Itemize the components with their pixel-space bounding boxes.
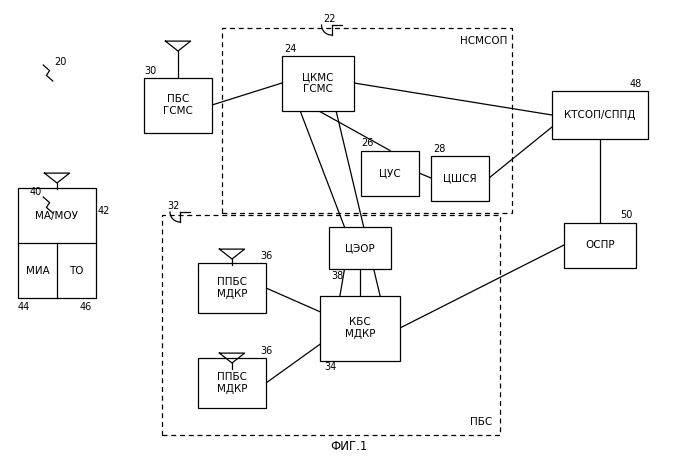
Bar [198,263,266,313]
Bar [361,150,419,195]
Bar [431,156,489,200]
Bar [18,188,96,298]
Text: 26: 26 [361,138,373,149]
Bar [144,77,212,132]
Text: 50: 50 [620,211,633,220]
Bar [282,56,354,111]
Text: 24: 24 [284,44,296,54]
Text: 22: 22 [324,14,336,24]
Text: ЦУС: ЦУС [379,168,401,178]
Text: ППБС
МДКР: ППБС МДКР [217,277,247,299]
Text: ЦКМС
ГСМС: ЦКМС ГСМС [302,72,333,94]
Text: ЦЭОР: ЦЭОР [345,243,375,253]
Text: КБС
МДКР: КБС МДКР [345,317,375,339]
Text: 36: 36 [260,346,272,356]
Text: 42: 42 [98,206,110,215]
Text: НСМСОП: НСМСОП [460,36,507,46]
Text: 44: 44 [18,302,30,312]
Text: 28: 28 [433,144,445,154]
Text: МА/МОУ: МА/МОУ [36,211,78,220]
Text: 40: 40 [30,187,42,197]
Bar [320,295,400,361]
Text: 34: 34 [324,363,336,373]
Text: 32: 32 [167,201,180,211]
Bar [329,227,391,269]
Text: ПБС
ГСМС: ПБС ГСМС [163,94,193,116]
Text: ФИГ.1: ФИГ.1 [331,440,368,453]
Bar [552,91,648,139]
Text: МИА: МИА [26,265,50,275]
Text: 20: 20 [54,57,66,67]
Bar [222,28,512,213]
Bar [564,223,636,268]
Bar [162,215,500,435]
Text: ЦШСЯ: ЦШСЯ [443,173,477,183]
Text: ППБС
МДКР: ППБС МДКР [217,372,247,394]
Text: ПБС: ПБС [470,417,492,427]
Text: 36: 36 [260,251,272,261]
Text: 48: 48 [630,79,642,89]
Text: 46: 46 [80,302,92,312]
Text: КТСОП/СППД: КТСОП/СППД [564,110,635,120]
Text: ОСПР: ОСПР [585,240,615,250]
Text: ТО: ТО [69,265,84,275]
Bar [198,358,266,408]
Text: 38: 38 [331,271,343,281]
Text: 30: 30 [144,65,157,75]
